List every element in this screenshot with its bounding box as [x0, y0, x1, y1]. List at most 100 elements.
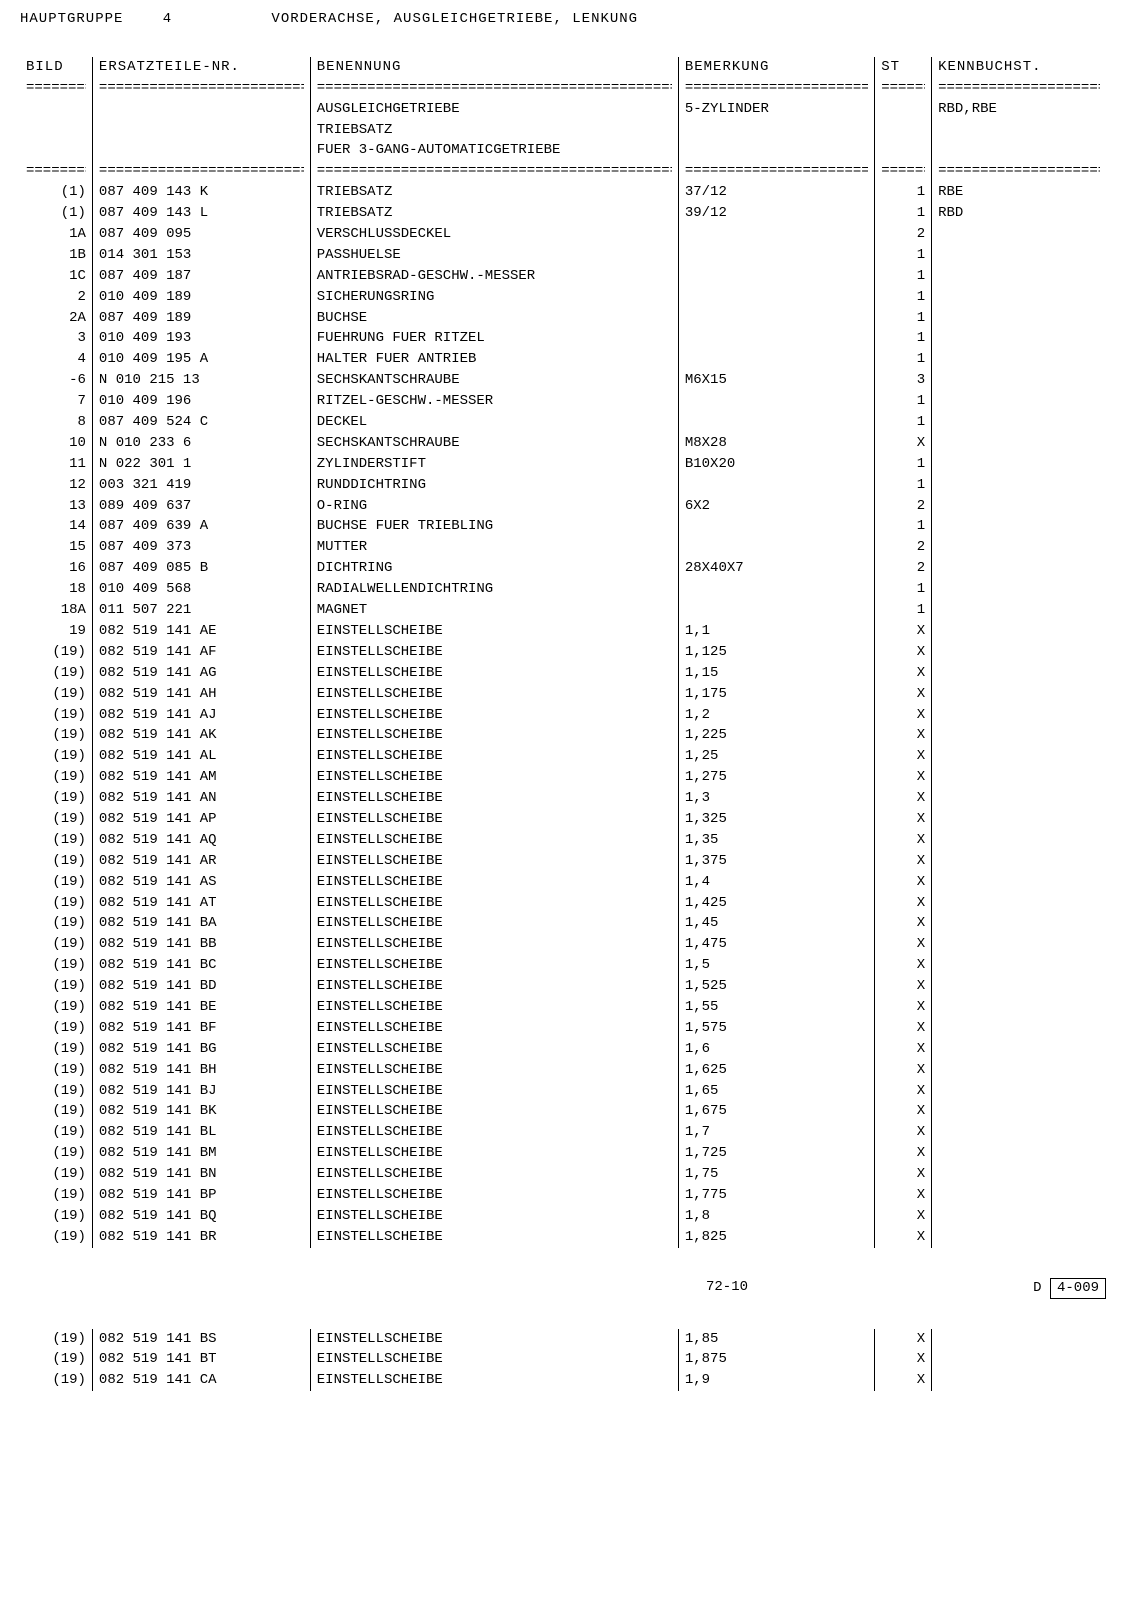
cell-name: EINSTELLSCHEIBE — [310, 955, 678, 976]
cell-kb: RBE — [932, 182, 1106, 203]
cell-kb — [932, 767, 1106, 788]
cell-kb — [932, 391, 1106, 412]
cell-kb — [932, 537, 1106, 558]
cell-part: N 010 233 6 — [92, 433, 310, 454]
cell-name: DICHTRING — [310, 558, 678, 579]
table-row: 15087 409 373MUTTER2 — [20, 537, 1106, 558]
cell-part: 087 409 085 B — [92, 558, 310, 579]
cell-kb — [932, 266, 1106, 287]
parts-table: BILD ERSATZTEILE-NR. BENENNUNG BEMERKUNG… — [20, 57, 1106, 1248]
cell-bild: (19) — [20, 1185, 92, 1206]
table-row: 18A011 507 221MAGNET1 — [20, 600, 1106, 621]
cell-bem: 1,25 — [678, 746, 874, 767]
col-st: ST — [875, 57, 932, 78]
cell-bem: 1,775 — [678, 1185, 874, 1206]
cell-bem: 1,15 — [678, 663, 874, 684]
cell-st: 2 — [875, 496, 932, 517]
cell-name: EINSTELLSCHEIBE — [310, 913, 678, 934]
cell-part: 082 519 141 BK — [92, 1101, 310, 1122]
footer-page: 72-10 — [706, 1278, 906, 1299]
cell-part: 010 409 189 — [92, 287, 310, 308]
cell-bild — [20, 140, 92, 161]
cell-kb — [932, 349, 1106, 370]
table-row: AUSGLEICHGETRIEBE5-ZYLINDERRBD,RBE — [20, 99, 1106, 120]
cell-st: 1 — [875, 308, 932, 329]
table-row: 10N 010 233 6SECHSKANTSCHRAUBEM8X28X — [20, 433, 1106, 454]
cell-kb — [932, 934, 1106, 955]
cell-bem: 1,625 — [678, 1060, 874, 1081]
cell-name: EINSTELLSCHEIBE — [310, 830, 678, 851]
cell-name: EINSTELLSCHEIBE — [310, 663, 678, 684]
table-row: 2A087 409 189BUCHSE1 — [20, 308, 1106, 329]
cell-kb — [932, 955, 1106, 976]
cell-name: SECHSKANTSCHRAUBE — [310, 370, 678, 391]
cell-bild: (19) — [20, 767, 92, 788]
cell-st: X — [875, 642, 932, 663]
cell-kb — [932, 516, 1106, 537]
cell-part: 082 519 141 AG — [92, 663, 310, 684]
cell-bem: 1,7 — [678, 1122, 874, 1143]
cell-kb — [932, 872, 1106, 893]
cell-name: EINSTELLSCHEIBE — [310, 872, 678, 893]
cell-part: 082 519 141 BR — [92, 1227, 310, 1248]
cell-st: 1 — [875, 391, 932, 412]
cell-kb — [932, 475, 1106, 496]
cell-kb — [932, 1370, 1106, 1391]
cell-bem: 1,275 — [678, 767, 874, 788]
table-row: (19)082 519 141 BMEINSTELLSCHEIBE1,725X — [20, 1143, 1106, 1164]
cell-kb — [932, 140, 1106, 161]
cell-kb — [932, 1122, 1106, 1143]
cell-name: EINSTELLSCHEIBE — [310, 1349, 678, 1370]
cell-part: 082 519 141 AF — [92, 642, 310, 663]
cell-bild: 12 — [20, 475, 92, 496]
cell-st: X — [875, 851, 932, 872]
cell-name: ZYLINDERSTIFT — [310, 454, 678, 475]
cell-st: X — [875, 1122, 932, 1143]
cell-bem: 1,725 — [678, 1143, 874, 1164]
cell-name: EINSTELLSCHEIBE — [310, 1081, 678, 1102]
cell-name: PASSHUELSE — [310, 245, 678, 266]
cell-part — [92, 120, 310, 141]
cell-name: EINSTELLSCHEIBE — [310, 788, 678, 809]
cell-name: RUNDDICHTRING — [310, 475, 678, 496]
cell-st: X — [875, 830, 932, 851]
cell-part: 082 519 141 BS — [92, 1329, 310, 1350]
cell-st: X — [875, 1039, 932, 1060]
cell-st: X — [875, 1018, 932, 1039]
table-row: (19)082 519 141 AJEINSTELLSCHEIBE1,2X — [20, 705, 1106, 726]
cell-kb — [932, 684, 1106, 705]
cell-st: X — [875, 621, 932, 642]
cell-bild: (19) — [20, 1039, 92, 1060]
cell-bild: (19) — [20, 746, 92, 767]
cell-kb — [932, 412, 1106, 433]
cell-part: N 022 301 1 — [92, 454, 310, 475]
cell-bild: 1A — [20, 224, 92, 245]
cell-bild — [20, 120, 92, 141]
col-bem: BEMERKUNG — [678, 57, 874, 78]
table-row: (19)082 519 141 BREINSTELLSCHEIBE1,825X — [20, 1227, 1106, 1248]
cell-kb — [932, 851, 1106, 872]
cell-name: EINSTELLSCHEIBE — [310, 1206, 678, 1227]
cell-bem — [678, 537, 874, 558]
cell-name: EINSTELLSCHEIBE — [310, 1185, 678, 1206]
cell-bild: 1C — [20, 266, 92, 287]
table-row: (1)087 409 143 LTRIEBSATZ39/121RBD — [20, 203, 1106, 224]
cell-bild: (19) — [20, 1101, 92, 1122]
cell-st: 1 — [875, 245, 932, 266]
table-row: (19)082 519 141 CAEINSTELLSCHEIBE1,9X — [20, 1370, 1106, 1391]
cell-bild — [20, 99, 92, 120]
cell-name: EINSTELLSCHEIBE — [310, 976, 678, 997]
cell-part: 082 519 141 AM — [92, 767, 310, 788]
table-row: (19)082 519 141 BTEINSTELLSCHEIBE1,875X — [20, 1349, 1106, 1370]
cell-bild: 19 — [20, 621, 92, 642]
table-row: (19)082 519 141 AGEINSTELLSCHEIBE1,15X — [20, 663, 1106, 684]
cell-kb — [932, 245, 1106, 266]
table-row: (19)082 519 141 BCEINSTELLSCHEIBE1,5X — [20, 955, 1106, 976]
col-name: BENENNUNG — [310, 57, 678, 78]
cell-kb — [932, 621, 1106, 642]
cell-bild: 18 — [20, 579, 92, 600]
cell-st: 1 — [875, 600, 932, 621]
cell-kb — [932, 788, 1106, 809]
cell-bem: 1,1 — [678, 621, 874, 642]
cell-part: 082 519 141 CA — [92, 1370, 310, 1391]
